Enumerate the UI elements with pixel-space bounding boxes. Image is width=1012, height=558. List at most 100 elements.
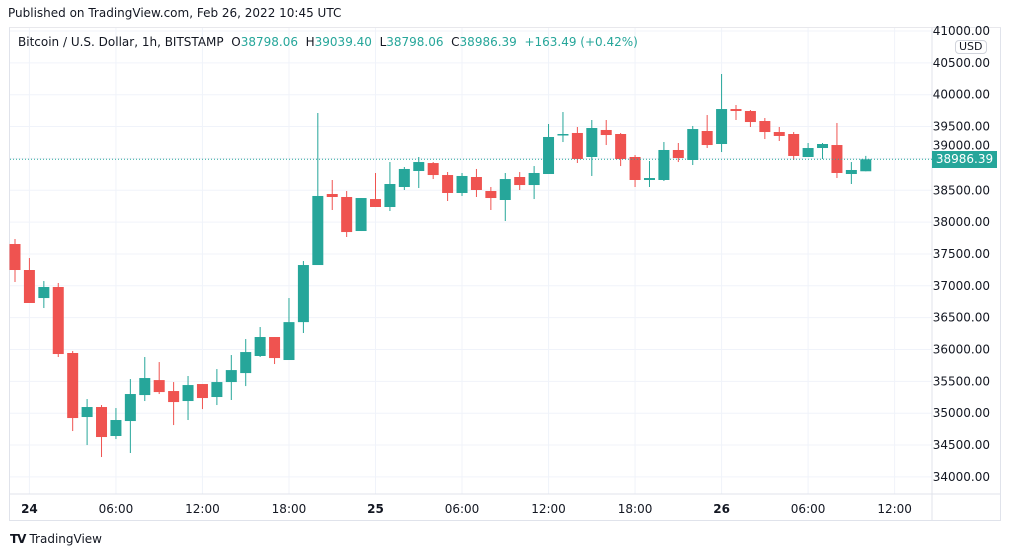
candle[interactable] [730, 105, 742, 120]
candle[interactable] [110, 408, 122, 440]
candle-body [124, 394, 136, 422]
candle[interactable] [398, 166, 410, 190]
candle[interactable] [658, 142, 670, 182]
candle[interactable] [23, 258, 35, 303]
candle[interactable] [182, 375, 194, 421]
candle[interactable] [845, 162, 857, 185]
candle[interactable] [643, 161, 655, 188]
candle-body [196, 384, 208, 399]
tradingview-logo-icon: TV [10, 532, 27, 546]
price-tick-label: 36000.00 [933, 343, 990, 357]
candle-body [571, 132, 583, 160]
candle-body [9, 244, 21, 271]
candle[interactable] [571, 126, 583, 163]
candle-body [470, 177, 482, 190]
candle-body [600, 129, 612, 136]
candle[interactable] [514, 172, 526, 190]
candle[interactable] [211, 369, 223, 406]
candle[interactable] [499, 172, 511, 222]
candle[interactable] [456, 172, 468, 196]
time-tick-label: 06:00 [791, 502, 826, 516]
candle[interactable] [672, 142, 684, 163]
candle[interactable] [81, 399, 93, 446]
candle[interactable] [442, 172, 454, 202]
candle[interactable] [586, 119, 598, 176]
candle-body [413, 162, 425, 172]
candle[interactable] [124, 379, 136, 454]
candle[interactable] [269, 337, 281, 365]
price-tick-label: 38500.00 [933, 183, 990, 197]
candle[interactable] [38, 281, 50, 309]
candle[interactable] [326, 179, 338, 210]
candle[interactable] [225, 355, 237, 401]
time-tick-label: 12:00 [531, 502, 566, 516]
candle-body [67, 353, 79, 419]
candle[interactable] [860, 155, 872, 172]
candle-body [817, 144, 829, 149]
candle[interactable] [701, 115, 713, 149]
currency-badge[interactable]: USD [955, 40, 987, 54]
candle[interactable] [355, 198, 367, 232]
candle[interactable] [831, 122, 843, 179]
candle-body [499, 179, 511, 200]
candle[interactable] [687, 125, 699, 166]
candle[interactable] [817, 142, 829, 160]
candle[interactable] [384, 162, 396, 212]
candle[interactable] [773, 126, 785, 142]
open-value: 38798.06 [240, 35, 298, 49]
candle-body [701, 131, 713, 146]
candle[interactable] [716, 73, 728, 153]
candle[interactable] [802, 142, 814, 157]
candle-body [615, 134, 627, 160]
candle[interactable] [370, 172, 381, 208]
candle-body [629, 156, 641, 180]
price-tick-label: 39000.00 [933, 138, 990, 152]
time-tick-label: 18:00 [272, 502, 307, 516]
candle[interactable] [543, 124, 555, 175]
change-value: +163.49 (+0.42%) [524, 35, 638, 49]
candle-body [52, 287, 64, 355]
candle[interactable] [254, 327, 266, 358]
price-tick-label: 36500.00 [933, 311, 990, 325]
candle-body [456, 175, 468, 193]
candle[interactable] [557, 112, 569, 143]
candle[interactable] [153, 362, 165, 395]
candle-body [398, 168, 410, 188]
candle[interactable] [341, 191, 353, 238]
candle[interactable] [297, 261, 309, 334]
candle[interactable] [168, 382, 180, 426]
candle-body [312, 195, 324, 266]
chart-legend: Bitcoin / U.S. Dollar, 1h, BITSTAMP O387… [18, 35, 638, 49]
candle-body [182, 385, 194, 402]
candle[interactable] [427, 162, 439, 180]
candle[interactable] [470, 168, 482, 198]
time-tick-label: 18:00 [618, 502, 653, 516]
candle[interactable] [600, 119, 612, 146]
tradingview-logo[interactable]: TV TradingView [10, 532, 102, 546]
candle-body [23, 270, 35, 303]
candle[interactable] [759, 118, 771, 140]
candle[interactable] [485, 187, 497, 210]
time-tick-label: 12:00 [877, 502, 912, 516]
candle[interactable] [283, 298, 295, 361]
candle[interactable] [528, 166, 540, 200]
candle[interactable] [96, 405, 108, 458]
time-tick-label: 24 [21, 502, 38, 516]
candle-body [384, 184, 396, 208]
candle-body [716, 109, 728, 145]
candle[interactable] [615, 132, 627, 167]
candle[interactable] [240, 339, 252, 387]
candle[interactable] [413, 156, 425, 189]
candle[interactable] [312, 112, 324, 266]
candle[interactable] [788, 132, 800, 160]
candle[interactable] [139, 357, 151, 402]
candle[interactable] [629, 155, 641, 188]
candle[interactable] [67, 351, 79, 432]
candle[interactable] [9, 239, 21, 283]
symbol-title[interactable]: Bitcoin / U.S. Dollar, 1h, BITSTAMP [18, 35, 224, 49]
candle[interactable] [52, 282, 64, 358]
candle-body [38, 287, 50, 299]
candle[interactable] [744, 109, 756, 127]
candle[interactable] [196, 384, 208, 410]
